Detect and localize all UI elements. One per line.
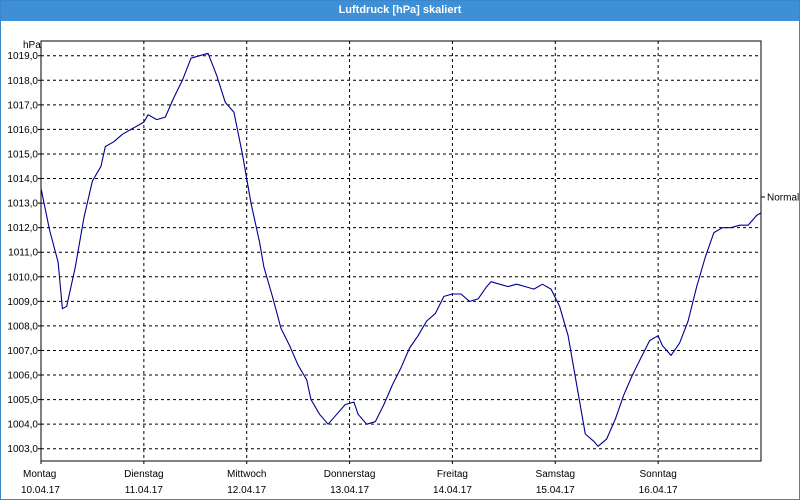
y-axis-label: hPa (23, 40, 41, 51)
x-tick-day-label: Samstag (536, 469, 575, 480)
y-tick-label: 1012,0 (7, 223, 38, 234)
y-tick-label: 1007,0 (7, 346, 38, 357)
y-tick-label: 1011,0 (8, 248, 38, 259)
y-tick-label: 1005,0 (7, 395, 38, 406)
y-tick-label: 1006,0 (7, 371, 38, 382)
grid-lines (41, 41, 761, 461)
y-tick-label: 1017,0 (7, 100, 38, 111)
x-tick-day-label: Mittwoch (227, 469, 266, 480)
x-tick-date-label: 16.04.17 (639, 485, 678, 496)
x-tick-day-label: Sonntag (640, 469, 677, 480)
normal-reference: Normal (761, 192, 799, 203)
plot-area: hPa 1003,0 1004,0 1005,0 1006,0 1007,0 1008,0… (7, 40, 799, 496)
y-tick-label: 1014,0 (7, 174, 38, 185)
y-tick-label: 1008,0 (7, 321, 38, 332)
chart-title: Luftdruck [hPa] skaliert (1, 1, 799, 21)
x-tick-date-label: 14.04.17 (433, 485, 472, 496)
x-tick-day-label: Donnerstag (324, 469, 376, 480)
x-tick-day-label: Montag (23, 469, 56, 480)
x-tick-date-label: 15.04.17 (536, 485, 575, 496)
y-tick-label: 1004,0 (7, 420, 38, 431)
y-tick-label: 1003,0 (7, 444, 38, 455)
x-tick-date-label: 11.04.17 (125, 485, 164, 496)
y-tick-label: 1015,0 (7, 149, 38, 160)
y-tick-label: 1013,0 (7, 199, 38, 210)
y-tick-label: 1019,0 (7, 51, 38, 62)
plot-frame (40, 40, 762, 462)
y-tick-label: 1010,0 (7, 272, 38, 283)
y-tick-label: 1018,0 (7, 76, 38, 87)
series-group (40, 52, 762, 447)
x-axis: Montag 10.04.17 Dienstag 11.04.17 Mittwoch 12… (21, 461, 678, 496)
x-tick-day-label: Freitag (437, 469, 468, 480)
x-tick-date-label: 13.04.17 (330, 485, 369, 496)
y-tick-label: 1009,0 (7, 297, 38, 308)
normal-label: Normal (767, 192, 799, 203)
x-tick-day-label: Dienstag (124, 469, 163, 480)
y-axis: hPa 1003,0 1004,0 1005,0 1006,0 1007,0 1008,0… (7, 40, 41, 455)
x-tick-date-label: 12.04.17 (227, 485, 266, 496)
pressure-line (40, 52, 762, 447)
y-tick-label: 1016,0 (7, 125, 38, 136)
x-tick-date-label: 10.04.17 (21, 485, 60, 496)
